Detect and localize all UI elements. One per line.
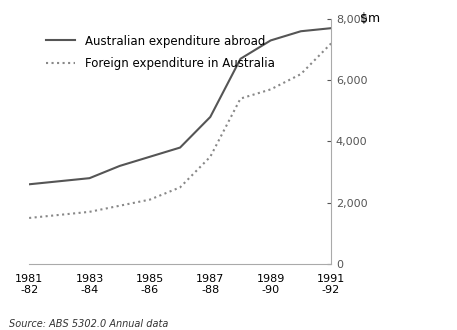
Line: Australian expenditure abroad: Australian expenditure abroad: [29, 28, 331, 184]
Australian expenditure abroad: [238, 57, 243, 61]
Australian expenditure abroad: [147, 155, 153, 159]
Foreign expenditure in Australia: [207, 155, 213, 159]
Foreign expenditure in Australia: [328, 42, 334, 46]
Foreign expenditure in Australia: [268, 87, 273, 91]
Foreign expenditure in Australia: [87, 210, 92, 214]
Text: Source: ABS 5302.0 Annual data: Source: ABS 5302.0 Annual data: [9, 319, 169, 329]
Australian expenditure abroad: [177, 146, 183, 149]
Australian expenditure abroad: [298, 29, 303, 33]
Foreign expenditure in Australia: [117, 204, 122, 208]
Foreign expenditure in Australia: [27, 216, 32, 220]
Australian expenditure abroad: [27, 182, 32, 186]
Y-axis label: $m: $m: [360, 12, 380, 25]
Australian expenditure abroad: [117, 164, 122, 168]
Australian expenditure abroad: [328, 26, 334, 30]
Australian expenditure abroad: [87, 176, 92, 180]
Australian expenditure abroad: [268, 39, 273, 43]
Foreign expenditure in Australia: [177, 185, 183, 189]
Australian expenditure abroad: [207, 115, 213, 119]
Foreign expenditure in Australia: [298, 72, 303, 76]
Foreign expenditure in Australia: [57, 213, 62, 217]
Foreign expenditure in Australia: [238, 97, 243, 101]
Line: Foreign expenditure in Australia: Foreign expenditure in Australia: [29, 44, 331, 218]
Australian expenditure abroad: [57, 179, 62, 183]
Foreign expenditure in Australia: [147, 198, 153, 202]
Legend: Australian expenditure abroad, Foreign expenditure in Australia: Australian expenditure abroad, Foreign e…: [41, 30, 279, 75]
